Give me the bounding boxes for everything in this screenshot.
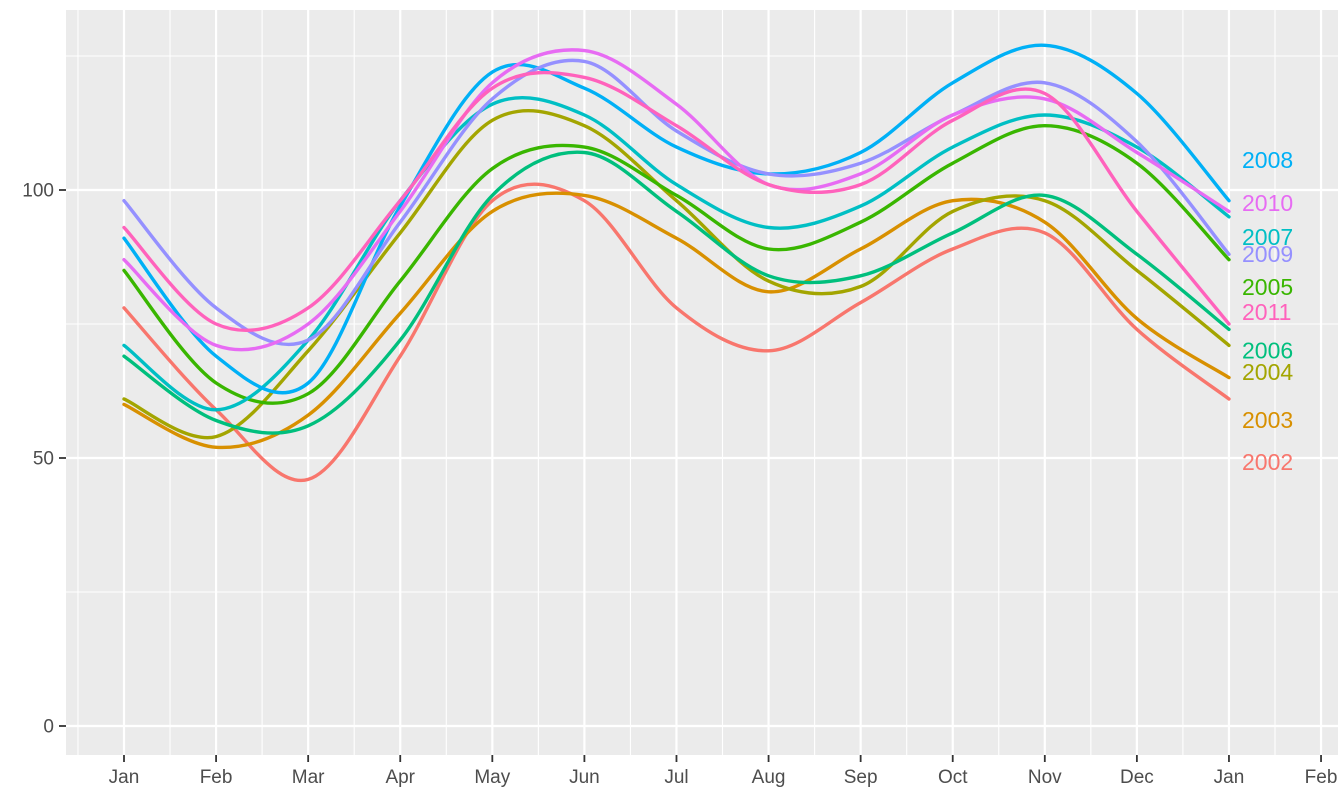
- x-axis-label-aug-7: Aug: [752, 767, 786, 788]
- year-label-2009: 2009: [1242, 241, 1293, 267]
- x-axis-label-apr-3: Apr: [385, 767, 415, 788]
- series-line-2011: [122, 70, 1231, 332]
- x-axis-label-feb-13: Feb: [1305, 767, 1338, 788]
- series-line-2009: [122, 58, 1231, 347]
- x-axis-label-dec-11: Dec: [1120, 767, 1154, 788]
- x-axis-label-feb-1: Feb: [200, 767, 233, 788]
- year-label-2010: 2010: [1242, 190, 1293, 216]
- y-axis-label-100: 100: [22, 181, 54, 202]
- series-line-2006: [122, 150, 1231, 435]
- year-label-2005: 2005: [1242, 274, 1293, 300]
- year-label-2011: 2011: [1242, 299, 1291, 325]
- x-axis-label-nov-10: Nov: [1028, 767, 1062, 788]
- x-axis-label-jul-6: Jul: [664, 767, 688, 788]
- series-line-2010: [122, 48, 1231, 352]
- series-line-2005: [122, 123, 1231, 405]
- series-line-2003: [122, 191, 1231, 450]
- year-label-2008: 2008: [1242, 147, 1293, 173]
- year-label-2002: 2002: [1242, 449, 1293, 475]
- y-axis-label-0: 0: [43, 717, 54, 738]
- year-label-2006: 2006: [1242, 337, 1293, 363]
- x-axis-label-jan-12: Jan: [1214, 767, 1245, 788]
- x-axis-label-jun-5: Jun: [569, 767, 600, 788]
- y-axis-label-50: 50: [33, 449, 54, 470]
- series-line-2002: [122, 182, 1231, 483]
- x-axis-label-sep-8: Sep: [844, 767, 878, 788]
- year-label-2003: 2003: [1242, 407, 1293, 433]
- x-axis-label-mar-2: Mar: [292, 767, 325, 788]
- year-label-2004: 2004: [1242, 359, 1293, 385]
- x-axis-label-oct-9: Oct: [938, 767, 968, 788]
- plot-panel-background: [66, 10, 1338, 755]
- year-label-2007: 2007: [1242, 224, 1293, 250]
- series-line-2008: [122, 43, 1231, 395]
- x-axis-label-jan-0: Jan: [109, 767, 140, 788]
- x-axis-label-may-4: May: [474, 767, 510, 788]
